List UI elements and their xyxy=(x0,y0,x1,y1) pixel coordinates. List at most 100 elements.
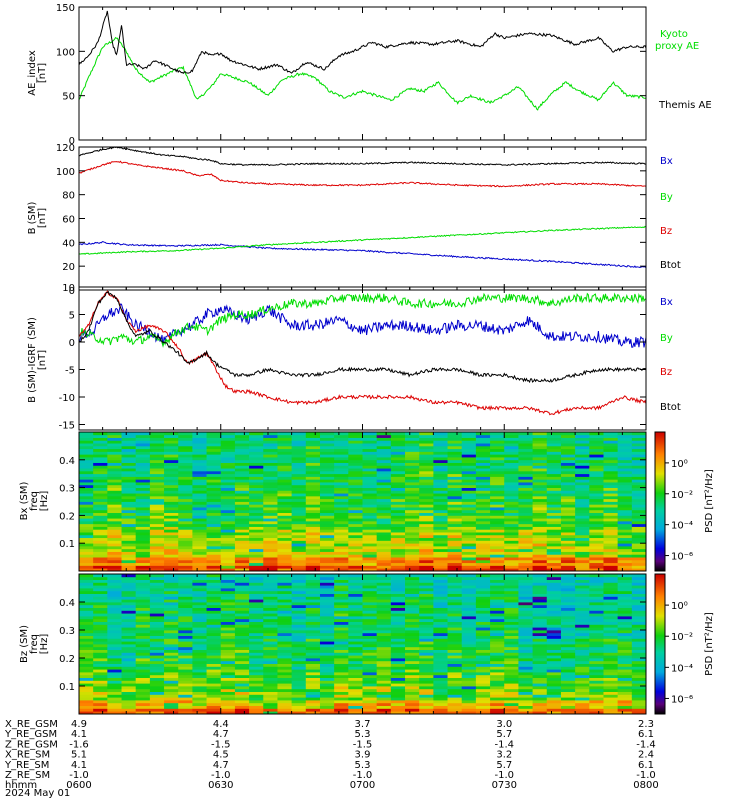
heatmap-cell xyxy=(447,576,463,580)
heatmap-cell xyxy=(575,646,590,650)
heatmap-cell xyxy=(461,443,477,447)
heatmap-cell xyxy=(490,627,505,631)
heatmap-cell xyxy=(220,548,236,552)
heatmap-cell xyxy=(263,529,278,533)
heatmap-cell xyxy=(419,596,434,600)
heatmap-cell xyxy=(433,630,448,634)
heatmap-cell xyxy=(617,501,633,505)
heatmap-cell xyxy=(560,493,576,497)
heatmap-cell xyxy=(447,487,463,491)
heatmap-cell xyxy=(348,548,363,552)
heatmap-cell xyxy=(376,557,392,561)
heatmap-cell xyxy=(560,680,576,684)
heatmap-cell xyxy=(178,677,193,681)
heatmap-cell xyxy=(178,658,193,662)
y-tick-label: 0 xyxy=(69,286,75,297)
heatmap-cell xyxy=(220,487,236,491)
heatmap-cell xyxy=(107,482,122,486)
heatmap-cell xyxy=(575,495,590,500)
heatmap-cell xyxy=(461,559,477,564)
heatmap-cell xyxy=(546,593,562,597)
heatmap-cell xyxy=(390,674,406,678)
heatmap-cell xyxy=(107,621,122,625)
heatmap-cell xyxy=(631,616,647,620)
heatmap-cell xyxy=(504,537,519,541)
heatmap-cell xyxy=(206,493,222,497)
heatmap-cell xyxy=(447,621,463,625)
heatmap-cell xyxy=(560,484,576,488)
heatmap-cell xyxy=(518,559,533,564)
heatmap-cell xyxy=(461,487,477,491)
heatmap-cell xyxy=(560,545,576,550)
heatmap-cell xyxy=(376,532,392,536)
heatmap-cell xyxy=(546,512,562,516)
heatmap-cell xyxy=(376,523,392,527)
heatmap-cell xyxy=(390,482,406,486)
heatmap-cell xyxy=(277,457,293,461)
heatmap-cell xyxy=(334,532,349,536)
heatmap-cell xyxy=(405,655,420,659)
heatmap-cell xyxy=(263,641,278,645)
heatmap-cell xyxy=(121,711,137,715)
heatmap-cell xyxy=(305,708,321,712)
heatmap-cell xyxy=(79,610,94,614)
heatmap-cell xyxy=(305,607,321,611)
heatmap-cell xyxy=(575,674,590,678)
heatmap-cell xyxy=(164,638,179,642)
heatmap-cell xyxy=(603,694,619,698)
heatmap-cell xyxy=(220,607,236,611)
heatmap-cell xyxy=(546,582,562,586)
colorbar-tick-label: 10⁻⁶ xyxy=(671,694,693,705)
heatmap-cell xyxy=(164,479,179,483)
heatmap-cell xyxy=(107,468,122,472)
heatmap-cell xyxy=(305,437,321,441)
heatmap-cell xyxy=(277,470,293,475)
heatmap-cell xyxy=(546,590,562,594)
heatmap-cell xyxy=(249,432,264,436)
heatmap-cell xyxy=(532,672,548,676)
heatmap-cell xyxy=(461,554,477,558)
heatmap-cell xyxy=(93,504,108,508)
heatmap-cell xyxy=(178,568,193,572)
heatmap-cell xyxy=(461,632,477,636)
heatmap-cell xyxy=(475,432,491,436)
heatmap-cell xyxy=(433,459,448,463)
heatmap-cell xyxy=(93,554,108,558)
heatmap-cell xyxy=(93,437,108,441)
heatmap-cell xyxy=(419,602,434,606)
heatmap-cell xyxy=(334,493,349,497)
heatmap-cell xyxy=(518,529,533,533)
heatmap-cell xyxy=(575,482,590,486)
heatmap-cell xyxy=(149,448,165,452)
heatmap-cell xyxy=(220,451,236,455)
heatmap-cell xyxy=(433,638,448,642)
heatmap-cell xyxy=(164,551,179,555)
heatmap-cell xyxy=(405,515,420,519)
heatmap-cell xyxy=(631,445,647,450)
heatmap-cell xyxy=(546,551,562,555)
heatmap-cell xyxy=(603,638,619,642)
heatmap-cell xyxy=(79,621,94,625)
heatmap-cell xyxy=(192,559,207,564)
heatmap-cell xyxy=(433,470,448,475)
heatmap-cell xyxy=(461,688,477,692)
heatmap-cell xyxy=(121,579,137,583)
heatmap-cell xyxy=(192,686,207,690)
heatmap-cell xyxy=(135,669,151,673)
heatmap-cell xyxy=(348,465,363,469)
heatmap-cell xyxy=(475,457,491,461)
heatmap-cell xyxy=(79,672,94,676)
heatmap-cell xyxy=(263,501,278,505)
heatmap-cell xyxy=(79,490,94,494)
heatmap-cell xyxy=(149,613,165,617)
heatmap-cell xyxy=(617,557,633,561)
heatmap-cell xyxy=(490,658,505,662)
heatmap-cell xyxy=(149,660,165,664)
heatmap-cell xyxy=(79,669,94,673)
heatmap-cell xyxy=(305,482,321,486)
heatmap-cell xyxy=(149,658,165,662)
heatmap-cell xyxy=(419,529,434,533)
heatmap-cell xyxy=(617,574,633,578)
heatmap-cell xyxy=(249,440,264,444)
heatmap-cell xyxy=(603,557,619,561)
